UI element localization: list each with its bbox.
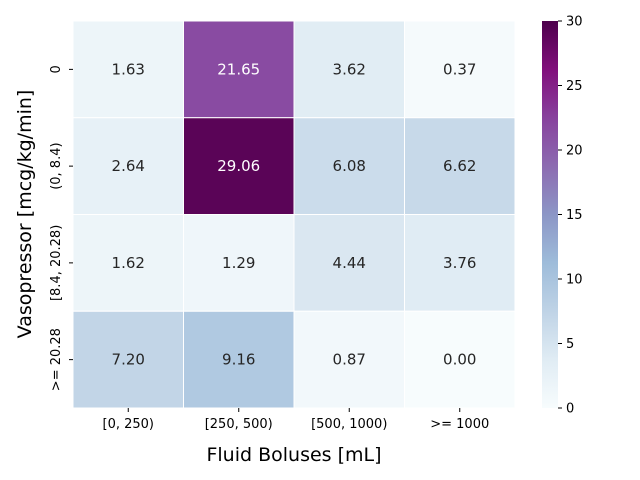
y-tick-label: (0, 8.4) (49, 142, 64, 189)
colorbar-tick-label: 30 (566, 15, 583, 30)
x-axis-label: Fluid Boluses [mL] (206, 444, 381, 466)
cell-value-label: 1.63 (112, 60, 145, 78)
cell-value-label: 0.37 (443, 60, 476, 78)
heatmap-cell (183, 310, 295, 409)
colorbar (542, 21, 558, 408)
cell-value-label: 1.29 (222, 254, 255, 272)
cell-value-label: 7.20 (112, 351, 145, 369)
heatmap-cells (72, 20, 516, 409)
colorbar-tick-label: 15 (566, 208, 583, 223)
y-axis-ticks: 0 (0, 8.4) [8.4, 20.28) >= 20.28 (49, 65, 73, 391)
y-tick-label: 0 (49, 65, 64, 73)
heatmap-cell (404, 214, 516, 312)
colorbar-tick-label: 25 (566, 79, 583, 94)
heatmap-cell-labels: 1.63 21.65 3.62 0.37 2.64 29.06 6.08 6.62 1.62 1.… (112, 60, 477, 368)
x-tick-label: [0, 250) (103, 417, 155, 432)
heatmap-cell (183, 214, 295, 312)
heatmap-cell (183, 117, 295, 215)
x-tick-label: [500, 1000) (311, 417, 387, 432)
colorbar-tick-label: 0 (566, 402, 574, 417)
x-tick-label: >= 1000 (430, 417, 489, 432)
heatmap-cell (293, 20, 405, 119)
colorbar-tick-label: 10 (566, 273, 583, 288)
cell-value-label: 0.00 (443, 351, 476, 369)
cell-value-label: 2.64 (112, 157, 145, 175)
colorbar-tick-label: 20 (566, 144, 583, 159)
cell-value-label: 9.16 (222, 351, 255, 369)
y-axis-label: Vasopressor [mcg/kg/min] (14, 90, 36, 339)
cell-value-label: 6.08 (333, 157, 366, 175)
heatmap-cell (293, 310, 405, 409)
cell-value-label: 6.62 (443, 157, 476, 175)
colorbar-ticks: 0 5 10 15 20 25 30 (558, 15, 583, 417)
heatmap-cell (72, 117, 184, 215)
heatmap-cell (72, 20, 184, 119)
colorbar-tick-label: 5 (566, 337, 574, 352)
cell-value-label: 21.65 (217, 60, 260, 78)
cell-value-label: 4.44 (333, 254, 366, 272)
cell-value-label: 1.62 (112, 254, 145, 272)
cell-value-label: 29.06 (217, 157, 260, 175)
cell-value-label: 3.76 (443, 254, 476, 272)
heatmap-cell (183, 20, 295, 119)
x-tick-label: [250, 500) (205, 417, 273, 432)
heatmap-cell (72, 310, 184, 409)
cell-value-label: 3.62 (333, 60, 366, 78)
heatmap-cell (404, 20, 516, 119)
cell-value-label: 0.87 (333, 351, 366, 369)
heatmap-cell (404, 117, 516, 215)
y-tick-label: [8.4, 20.28) (49, 225, 64, 301)
y-tick-label: >= 20.28 (49, 328, 64, 391)
heatmap-cell (404, 310, 516, 409)
x-axis-ticks: [0, 250) [250, 500) [500, 1000) >= 1000 (103, 408, 489, 432)
